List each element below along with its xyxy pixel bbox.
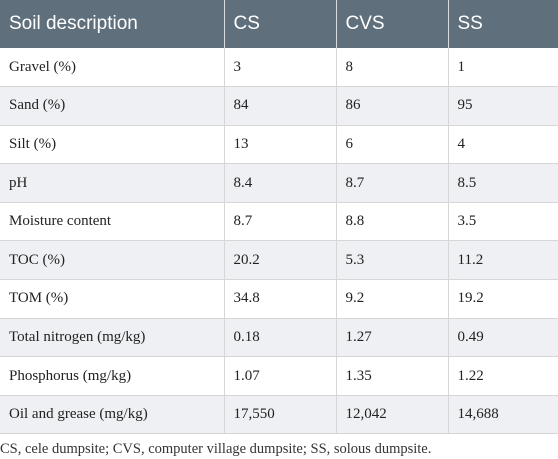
ss-value: 0.49 — [448, 318, 558, 358]
cs-value: 17,550 — [224, 395, 337, 435]
table-row: Silt (%) 13 6 4 — [0, 125, 558, 165]
cvs-value: 5.3 — [336, 240, 449, 281]
ss-value: 1.22 — [448, 356, 558, 396]
cs-value: 13 — [224, 125, 337, 165]
ss-value: 19.2 — [448, 279, 558, 319]
cs-value: 1.07 — [224, 356, 337, 396]
cvs-value: 8 — [336, 48, 449, 88]
table-row: Total nitrogen (mg/kg) 0.18 1.27 0.49 — [0, 318, 558, 358]
ss-value: 3.5 — [448, 202, 558, 242]
ss-value: 11.2 — [448, 240, 558, 281]
cs-value: 8.4 — [224, 163, 337, 203]
table-row: TOC (%) 20.2 5.3 11.2 — [0, 240, 558, 281]
ss-value: 8.5 — [448, 163, 558, 203]
row-label: TOM (%) — [0, 279, 225, 319]
cs-value: 84 — [224, 86, 337, 126]
ss-value: 14,688 — [448, 395, 558, 435]
row-label: Moisture content — [0, 202, 225, 242]
cs-value: 8.7 — [224, 202, 337, 242]
table-footnote: CS, cele dumpsite; CVS, computer village… — [0, 441, 432, 457]
table-row: Moisture content 8.7 8.8 3.5 — [0, 202, 558, 242]
cs-value: 34.8 — [224, 279, 337, 319]
table-body: Gravel (%) 3 8 1 Sand (%) 84 86 95 Silt … — [0, 48, 558, 435]
row-label: Total nitrogen (mg/kg) — [0, 318, 225, 358]
ss-value: 4 — [448, 125, 558, 165]
row-label: Oil and grease (mg/kg) — [0, 395, 225, 435]
cvs-value: 8.7 — [336, 163, 449, 203]
cvs-value: 9.2 — [336, 279, 449, 319]
cvs-value: 86 — [336, 86, 449, 126]
table-row: Sand (%) 84 86 95 — [0, 86, 558, 126]
ss-value: 1 — [448, 48, 558, 88]
soil-properties-table: Soil description CS CVS SS Gravel (%) 3 … — [0, 0, 558, 435]
cvs-value: 8.8 — [336, 202, 449, 242]
row-label: TOC (%) — [0, 240, 225, 281]
header-row: Soil description CS CVS SS — [0, 0, 558, 48]
cvs-value: 6 — [336, 125, 449, 165]
header-cvs: CVS — [336, 0, 449, 48]
table-row: Oil and grease (mg/kg) 17,550 12,042 14,… — [0, 395, 558, 435]
table-header: Soil description CS CVS SS — [0, 0, 558, 48]
table-row: TOM (%) 34.8 9.2 19.2 — [0, 279, 558, 319]
row-label: Silt (%) — [0, 125, 225, 165]
row-label: Gravel (%) — [0, 48, 225, 88]
row-label: Phosphorus (mg/kg) — [0, 356, 225, 396]
cs-value: 20.2 — [224, 240, 337, 281]
cs-value: 0.18 — [224, 318, 337, 358]
cvs-value: 1.35 — [336, 356, 449, 396]
table-row: Gravel (%) 3 8 1 — [0, 48, 558, 88]
row-label: Sand (%) — [0, 86, 225, 126]
cs-value: 3 — [224, 48, 337, 88]
row-label: pH — [0, 163, 225, 203]
cvs-value: 1.27 — [336, 318, 449, 358]
cvs-value: 12,042 — [336, 395, 449, 435]
header-cs: CS — [224, 0, 337, 48]
ss-value: 95 — [448, 86, 558, 126]
header-ss: SS — [448, 0, 558, 48]
table-row: pH 8.4 8.7 8.5 — [0, 163, 558, 203]
header-soil-description: Soil description — [0, 0, 225, 48]
table-row: Phosphorus (mg/kg) 1.07 1.35 1.22 — [0, 356, 558, 396]
